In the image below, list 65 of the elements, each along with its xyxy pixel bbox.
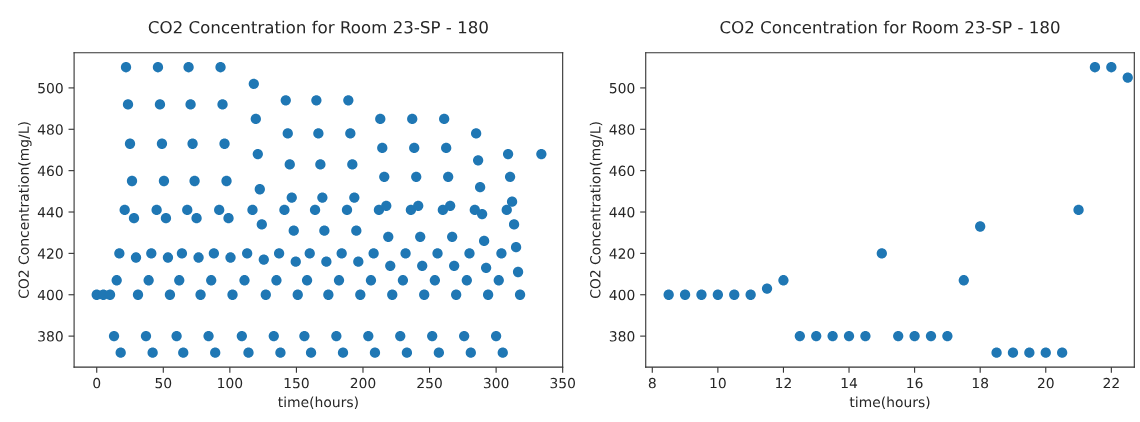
x-axis-title: time(hours) (849, 396, 930, 409)
x-tick-label: 12 (776, 377, 791, 389)
y-tick-label: 460 (37, 165, 63, 177)
point (778, 275, 789, 286)
x-tick-label: 18 (972, 377, 989, 389)
x-tick-label: 300 (483, 377, 509, 389)
point (1122, 72, 1133, 83)
point (1089, 62, 1101, 73)
y-tick-label: 380 (609, 331, 635, 342)
point (794, 330, 805, 342)
point (729, 289, 740, 300)
x-axis-title: time(hours) (278, 396, 358, 409)
y-tick-label: 500 (609, 82, 635, 94)
x-tick-label: 150 (284, 377, 309, 389)
x-tick-label: 350 (550, 377, 575, 389)
point (827, 330, 838, 342)
x-tick-label: 22 (1103, 377, 1119, 389)
point (958, 275, 969, 286)
point (811, 330, 822, 342)
y-tick-label: 440 (37, 206, 63, 218)
point (1024, 347, 1035, 358)
y-tick-label: 480 (609, 124, 635, 135)
x-tick-label: 16 (907, 377, 923, 389)
point (712, 289, 724, 300)
point (925, 330, 937, 342)
point (1073, 204, 1084, 216)
x-tick-label: 50 (155, 377, 172, 389)
point (1057, 347, 1068, 358)
y-tick-label: 440 (609, 206, 635, 218)
point (761, 283, 773, 294)
point (663, 289, 674, 300)
point (893, 330, 904, 342)
chart-title: CO2 Concentration for Room 23-SP - 180 (148, 20, 488, 34)
point (696, 289, 707, 300)
x-tick-label: 250 (417, 377, 442, 389)
point (942, 330, 953, 342)
point (745, 289, 756, 300)
point (909, 330, 920, 342)
y-tick-label: 480 (37, 124, 63, 135)
point (679, 289, 691, 300)
x-tick-label: 14 (841, 377, 858, 389)
x-tick-label: 100 (218, 377, 243, 389)
point (991, 347, 1002, 358)
x-tick-label: 10 (710, 377, 726, 389)
point (1007, 347, 1019, 358)
x-tick-label: 8 (648, 377, 656, 389)
y-tick-label: 420 (37, 248, 63, 259)
x-tick-label: 20 (1037, 377, 1054, 389)
y-tick-label: 460 (609, 165, 635, 177)
y-tick-label: 400 (609, 289, 635, 301)
y-tick-label: 400 (37, 289, 63, 301)
y-tick-label: 380 (38, 331, 63, 342)
chart-title: CO2 Concentration for Room 23-SP - 180 (720, 20, 1060, 34)
y-axis-title: CO2 Concentration(mg/L) (589, 122, 604, 299)
y-tick-label: 420 (609, 248, 635, 259)
point (876, 248, 887, 259)
point (860, 330, 871, 342)
x-tick-label: 200 (350, 377, 376, 389)
point (1106, 62, 1117, 73)
point (843, 330, 855, 342)
y-tick-label: 500 (38, 82, 63, 94)
point (1040, 347, 1051, 358)
point (975, 221, 986, 232)
x-tick-label: 0 (93, 377, 101, 389)
y-axis-title: CO2 Concentration(mg/L) (18, 122, 32, 299)
